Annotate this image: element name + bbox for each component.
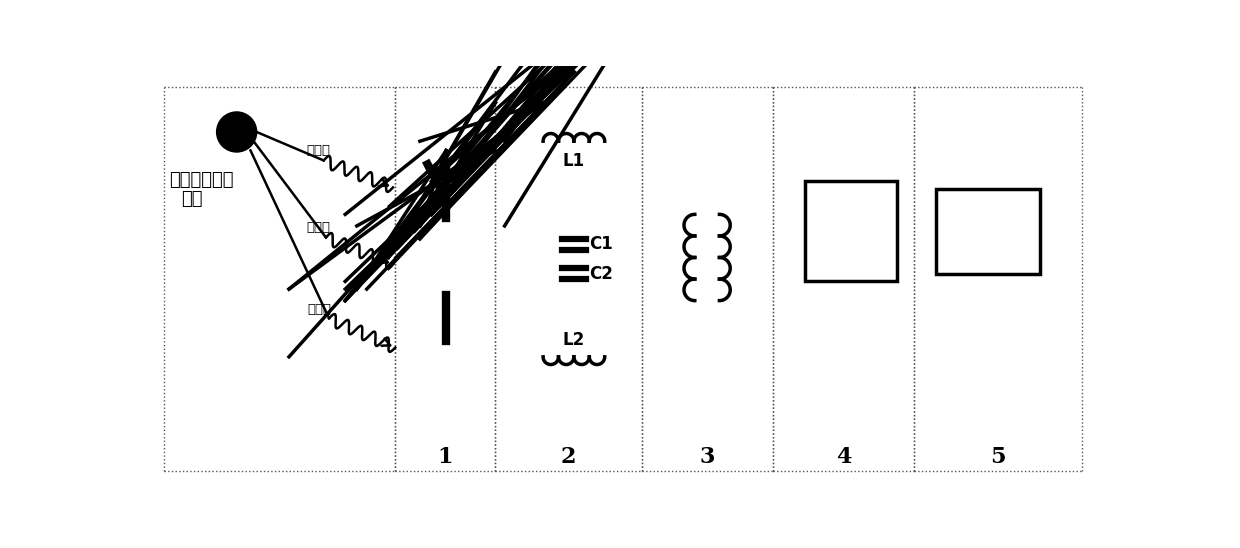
Text: C1: C1 bbox=[589, 236, 613, 253]
Text: C2: C2 bbox=[589, 265, 613, 283]
Text: 4: 4 bbox=[836, 446, 851, 468]
Text: 5: 5 bbox=[991, 446, 1006, 468]
Bar bbox=[805, 181, 898, 281]
Bar bbox=[936, 189, 1040, 273]
Circle shape bbox=[217, 112, 257, 152]
Text: 电场线: 电场线 bbox=[306, 221, 330, 234]
Text: 截面: 截面 bbox=[181, 190, 202, 208]
Text: 3: 3 bbox=[699, 446, 714, 468]
Text: 2: 2 bbox=[560, 446, 577, 468]
Text: 特高压输电线: 特高压输电线 bbox=[169, 171, 233, 189]
Text: 1: 1 bbox=[438, 446, 453, 468]
Text: 电场线: 电场线 bbox=[308, 302, 331, 316]
Text: 电场线: 电场线 bbox=[306, 144, 330, 157]
Text: L2: L2 bbox=[563, 331, 585, 349]
Text: L1: L1 bbox=[563, 152, 585, 170]
